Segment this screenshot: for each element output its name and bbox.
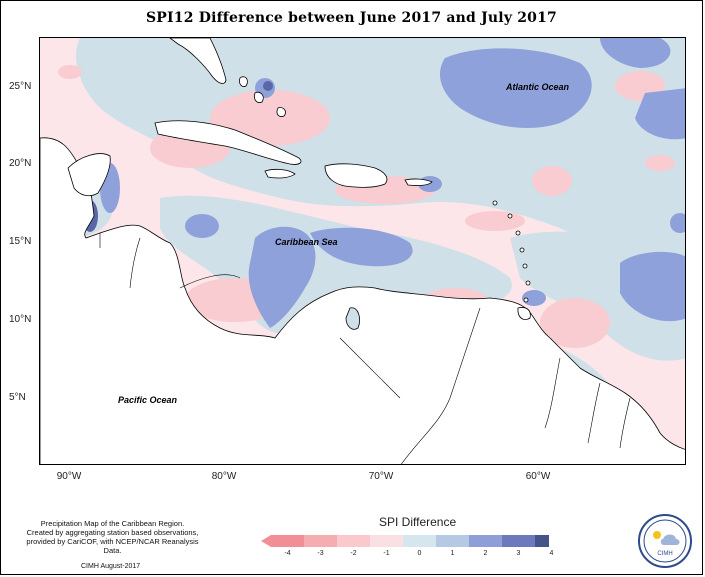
legend-tick-label: 0 xyxy=(417,550,422,557)
credits-block: Precipitation Map of the Caribbean Regio… xyxy=(25,519,200,555)
map-canvas xyxy=(40,38,685,464)
legend-tick-label: -4 xyxy=(284,550,291,557)
lat-label-5n: 5°N xyxy=(9,392,26,403)
land-masses xyxy=(40,38,685,464)
map-title: SPI12 Difference between June 2017 and J… xyxy=(145,10,557,26)
legend-tick-label: 4 xyxy=(549,550,554,557)
legend-colorbar xyxy=(261,535,549,547)
credits-line-2: Created by aggregating station based obs… xyxy=(26,528,199,537)
lat-label-25n: 25°N xyxy=(9,81,32,92)
credits-date: CIMH August-2017 xyxy=(81,563,141,570)
lat-label-15n: 15°N xyxy=(9,236,32,247)
legend-swatch xyxy=(502,535,535,547)
legend-arrow-left xyxy=(261,535,271,547)
credits-line-3: provided by CariCOF, with NCEP/NCAR Rean… xyxy=(26,537,199,555)
map-panel: Atlantic Ocean Caribbean Sea Pacific Oce… xyxy=(39,37,686,465)
credits-line-1: Precipitation Map of the Caribbean Regio… xyxy=(40,519,185,528)
legend-swatch xyxy=(370,535,403,547)
legend-tick-label: -1 xyxy=(383,550,390,557)
country-borders xyxy=(99,233,631,464)
legend-tick-label: -3 xyxy=(317,550,324,557)
legend-tick-label: 2 xyxy=(483,550,488,557)
legend-tick-label: 1 xyxy=(450,550,455,557)
cimh-logo-icon: CIMH xyxy=(638,514,692,568)
lat-label-20n: 20°N xyxy=(9,158,32,169)
legend-title: SPI Difference xyxy=(379,515,457,529)
lon-label-70w: 70°W xyxy=(368,471,394,482)
lon-label-60w: 60°W xyxy=(525,471,551,482)
legend-swatch xyxy=(304,535,337,547)
atlantic-ocean-label: Atlantic Ocean xyxy=(506,82,570,92)
lat-label-10n: 10°N xyxy=(9,314,32,325)
caribbean-sea-label: Caribbean Sea xyxy=(275,237,338,247)
legend-swatch xyxy=(436,535,469,547)
legend-tick-label: 3 xyxy=(516,550,521,557)
moderate-positive-patches xyxy=(100,38,685,430)
legend-swatch xyxy=(535,535,549,547)
lon-label-90w: 90°W xyxy=(56,471,82,482)
legend-swatch xyxy=(337,535,370,547)
pacific-ocean-label: Pacific Ocean xyxy=(118,395,178,405)
logo-text: CIMH xyxy=(657,551,672,557)
lon-label-80w: 80°W xyxy=(211,471,237,482)
legend-swatch xyxy=(469,535,502,547)
legend-swatch xyxy=(271,535,304,547)
legend-tick-label: -2 xyxy=(350,550,357,557)
legend-swatch xyxy=(403,535,436,547)
